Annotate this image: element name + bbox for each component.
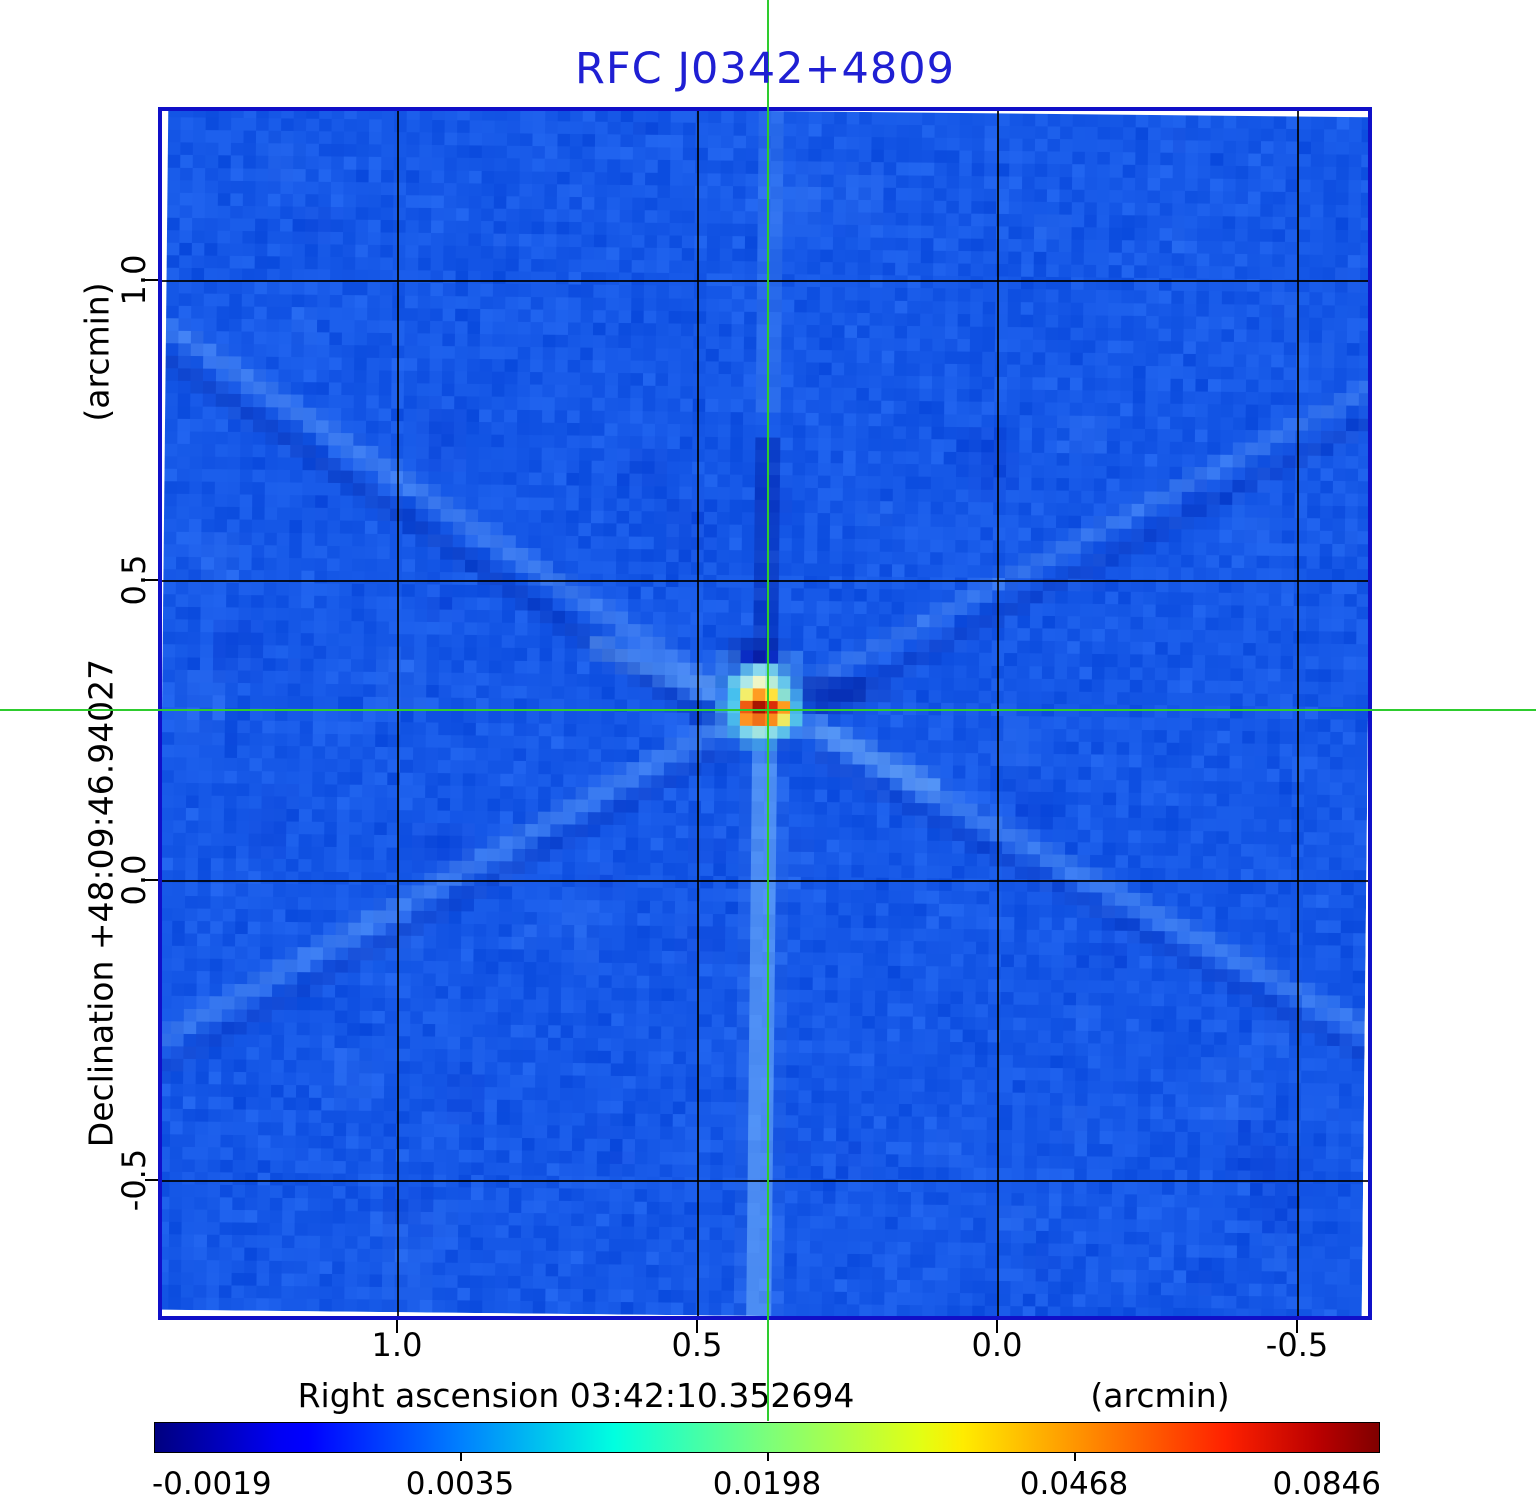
colorbar-tick-label: 0.0846: [1272, 1466, 1381, 1502]
x-gridline-0.0: [997, 111, 999, 1316]
sky-image: [162, 111, 1368, 1316]
x-gridline--0.5: [1297, 111, 1299, 1316]
x-axis-tick: [996, 1320, 998, 1333]
y-tick-label: 0.0: [115, 854, 153, 906]
y-gridline-1.0: [162, 280, 1368, 282]
y-axis-tick: [145, 879, 158, 881]
x-gridline-0.5: [697, 111, 699, 1316]
x-tick-label: 0.5: [671, 1326, 723, 1364]
y-axis-tick: [145, 279, 158, 281]
colorbar-tick: [1074, 1452, 1076, 1461]
x-axis-unit-label: (arcmin): [1090, 1376, 1230, 1415]
y-axis-tick: [145, 1179, 158, 1181]
colorbar-tick: [460, 1452, 462, 1461]
x-tick-label: 0.0: [971, 1326, 1023, 1364]
y-tick-label: -0.5: [115, 1148, 153, 1212]
y-tick-label: 0.5: [115, 554, 153, 606]
x-axis-tick: [696, 1320, 698, 1333]
colorbar-tick: [767, 1452, 769, 1461]
plot-title: RFC J0342+4809: [575, 44, 955, 94]
x-axis-label: Right ascension 03:42:10.352694: [297, 1376, 855, 1415]
x-gridline-1.0: [397, 111, 399, 1316]
crosshair-horizontal-line: [0, 709, 1536, 711]
y-axis-tick: [145, 579, 158, 581]
x-tick-label: -0.5: [1265, 1326, 1329, 1364]
y-gridline-0.0: [162, 880, 1368, 882]
colorbar-tick-label: 0.0035: [405, 1466, 515, 1502]
y-axis-unit-label: (arcmin): [77, 282, 117, 422]
colorbar-tick-label: -0.0019: [152, 1466, 272, 1502]
colorbar: [154, 1422, 1380, 1453]
y-axis-label: Declination +48:09:46.94027: [81, 658, 121, 1148]
x-axis-tick: [1296, 1320, 1298, 1333]
y-gridline--0.5: [162, 1180, 1368, 1182]
y-tick-label: 1.0: [115, 254, 153, 306]
x-tick-label: 1.0: [371, 1326, 423, 1364]
colorbar-tick-label: 0.0198: [712, 1466, 822, 1502]
colorbar-tick-label: 0.0468: [1019, 1466, 1129, 1502]
x-axis-tick: [396, 1320, 398, 1333]
y-gridline-0.5: [162, 580, 1368, 582]
plot-frame: [158, 107, 1372, 1320]
